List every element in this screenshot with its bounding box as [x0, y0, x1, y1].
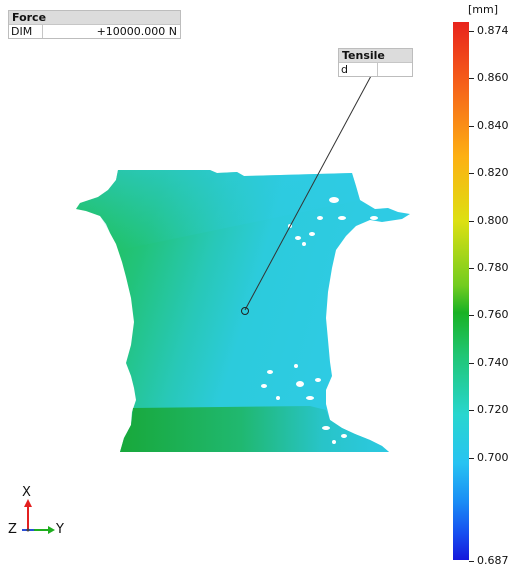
- x-axis-arrow: [24, 499, 32, 507]
- force-value: +10000.000 N: [96, 25, 177, 38]
- y-axis-label: Y: [56, 522, 64, 537]
- color-scale-tick: [469, 561, 474, 562]
- color-scale-tick: [469, 410, 474, 412]
- color-scale-tick: [469, 31, 474, 32]
- tensile-panel[interactable]: Tensile d: [338, 48, 413, 77]
- color-scale-tick-label: 0.820: [477, 166, 509, 180]
- specimen-lower-band: [120, 406, 389, 452]
- tensile-panel-title: Tensile: [339, 49, 412, 62]
- color-scale-tick: [469, 173, 474, 175]
- color-scale-tick-label: 0.760: [477, 308, 509, 322]
- triad-origin: [26, 528, 30, 532]
- axis-triad: [22, 499, 55, 534]
- x-axis-label: X: [22, 485, 31, 500]
- force-panel-title: Force: [9, 11, 180, 24]
- tensile-leader-line: [244, 75, 372, 311]
- z-axis-label: Z: [8, 522, 17, 537]
- color-scale-tick-label: 0.780: [477, 261, 509, 274]
- y-axis-arrow: [48, 526, 55, 534]
- force-panel[interactable]: Force DIM +10000.000 N: [8, 10, 181, 39]
- color-scale-unit: [mm]: [468, 3, 499, 16]
- color-scale-tick: [469, 315, 474, 317]
- color-scale-tick: [469, 125, 474, 127]
- color-scale-tick-label: 0.840: [477, 118, 509, 132]
- color-scale-tick: [469, 220, 474, 222]
- color-scale-tick-label: 0.740: [477, 355, 509, 369]
- color-scale-tick: [469, 457, 474, 459]
- specimen-top-highlight: [76, 170, 360, 250]
- force-panel-row: DIM +10000.000 N: [9, 24, 180, 38]
- color-scale-tick-label: 0.860: [477, 71, 509, 85]
- color-scale-tick: [469, 268, 474, 269]
- force-dim-label: DIM: [9, 25, 43, 38]
- tensile-d-label: d: [339, 63, 378, 76]
- color-scale-bar: [453, 22, 469, 560]
- color-scale-tick: [469, 78, 474, 80]
- color-scale-tick-label: 0.687: [477, 554, 509, 567]
- color-scale-tick: [469, 362, 474, 364]
- color-scale-tick-label: 0.800: [477, 213, 509, 227]
- color-scale-tick-label: 0.700: [477, 450, 509, 464]
- tensile-panel-row: d: [339, 62, 412, 76]
- color-scale-tick-label: 0.874: [477, 24, 509, 37]
- tensile-probe-point[interactable]: [241, 307, 249, 315]
- color-scale-tick-label: 0.720: [477, 403, 509, 417]
- tensile-d-value: [378, 63, 412, 76]
- mesh-voids: [261, 197, 398, 444]
